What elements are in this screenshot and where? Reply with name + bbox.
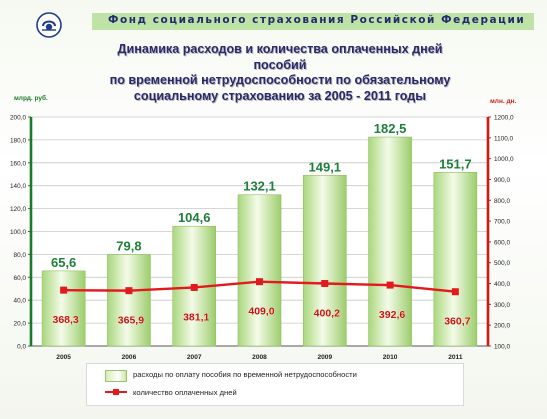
chart-title-line: Динамика расходов и количества оплаченны… bbox=[117, 42, 443, 56]
left-axis-tick-label: 60,0 bbox=[14, 275, 27, 282]
days-value-label: 381,1 bbox=[183, 311, 209, 323]
x-axis-tick-label: 2007 bbox=[187, 354, 202, 361]
days-marker bbox=[125, 287, 133, 295]
bar-value-label: 149,1 bbox=[309, 159, 342, 174]
bar bbox=[433, 172, 478, 347]
right-axis-tick-label: 300,0 bbox=[494, 302, 510, 309]
legend-line-marker bbox=[113, 389, 119, 395]
bar-value-label: 151,7 bbox=[439, 156, 472, 171]
days-value-label: 368,3 bbox=[53, 314, 79, 326]
days-marker bbox=[190, 283, 198, 291]
x-axis-tick-label: 2006 bbox=[122, 354, 137, 361]
bar-value-label: 104,6 bbox=[178, 210, 211, 225]
days-value-label: 400,2 bbox=[314, 308, 340, 320]
header-bar bbox=[92, 13, 534, 30]
days-value-label: 360,7 bbox=[444, 316, 470, 328]
bar-value-label: 79,8 bbox=[116, 239, 141, 254]
bar-value-label: 65,6 bbox=[51, 255, 76, 270]
x-axis-tick-label: 2010 bbox=[383, 354, 398, 361]
right-axis-unit: млн. дн. bbox=[490, 98, 517, 105]
right-axis-tick-label: 1200,0 bbox=[494, 115, 514, 122]
bar-value-label: 182,5 bbox=[374, 121, 407, 136]
days-marker bbox=[451, 288, 459, 296]
right-axis-tick-label: 1100,0 bbox=[494, 135, 514, 142]
x-axis-tick-label: 2011 bbox=[448, 354, 463, 361]
fss-logo-icon bbox=[36, 12, 62, 38]
right-axis-tick-label: 100,0 bbox=[494, 344, 510, 351]
days-value-label: 409,0 bbox=[248, 306, 274, 318]
chart-title-line: пособий bbox=[253, 57, 307, 72]
legend-label-days: количество оплаченных дней bbox=[133, 388, 237, 397]
bar bbox=[41, 270, 86, 347]
days-value-label: 392,6 bbox=[379, 309, 405, 321]
right-axis-tick-label: 600,0 bbox=[494, 239, 510, 246]
left-axis-tick-label: 80,0 bbox=[14, 252, 27, 259]
chart-title-line: социальному страхованию за 2005 - 2011 г… bbox=[133, 88, 427, 103]
left-axis-tick-label: 180,0 bbox=[10, 137, 26, 144]
x-axis-tick-label: 2009 bbox=[317, 354, 332, 361]
days-value-label: 365,9 bbox=[118, 315, 144, 327]
right-axis-tick-label: 800,0 bbox=[494, 198, 510, 205]
legend-bar-swatch bbox=[105, 370, 127, 382]
x-axis-tick-label: 2005 bbox=[56, 354, 71, 361]
organization-name: Фонд социального страхования Российской … bbox=[108, 14, 526, 26]
right-axis-tick-label: 900,0 bbox=[494, 177, 510, 184]
bar bbox=[368, 136, 412, 347]
left-axis-tick-label: 140,0 bbox=[10, 183, 26, 190]
bar bbox=[107, 254, 151, 347]
left-axis-unit: млрд. руб. bbox=[14, 95, 48, 102]
x-axis-tick-label: 2008 bbox=[252, 354, 267, 361]
left-axis-tick-label: 100,0 bbox=[10, 229, 26, 236]
bar-value-label: 132,1 bbox=[243, 179, 276, 194]
bar bbox=[302, 174, 347, 347]
chart-title-line: по временной нетрудоспособности по обяза… bbox=[109, 73, 451, 87]
right-axis-tick-label: 200,0 bbox=[494, 323, 510, 330]
bar bbox=[237, 194, 282, 347]
right-axis-tick-label: 400,0 bbox=[494, 281, 510, 288]
left-axis-tick-label: 40,0 bbox=[14, 298, 27, 305]
right-axis-tick-label: 1000,0 bbox=[494, 156, 514, 163]
days-marker bbox=[386, 281, 394, 289]
left-axis-tick-label: 200,0 bbox=[10, 115, 26, 122]
chart-legend: расходы по оплату пособия по временной н… bbox=[86, 363, 464, 406]
chart-title: Динамика расходов и количества оплаченны… bbox=[60, 42, 500, 104]
days-marker bbox=[60, 286, 68, 294]
left-axis-tick-label: 0,0 bbox=[17, 344, 26, 351]
days-marker bbox=[321, 280, 329, 288]
right-axis-tick-label: 500,0 bbox=[494, 260, 510, 267]
left-axis-tick-label: 160,0 bbox=[10, 160, 26, 167]
legend-label-expenses: расходы по оплату пособия по временной н… bbox=[133, 370, 357, 379]
left-axis-tick-label: 120,0 bbox=[10, 206, 26, 213]
left-axis-tick-label: 20,0 bbox=[14, 321, 27, 328]
right-axis-tick-label: 700,0 bbox=[494, 219, 510, 226]
days-marker bbox=[256, 278, 263, 286]
